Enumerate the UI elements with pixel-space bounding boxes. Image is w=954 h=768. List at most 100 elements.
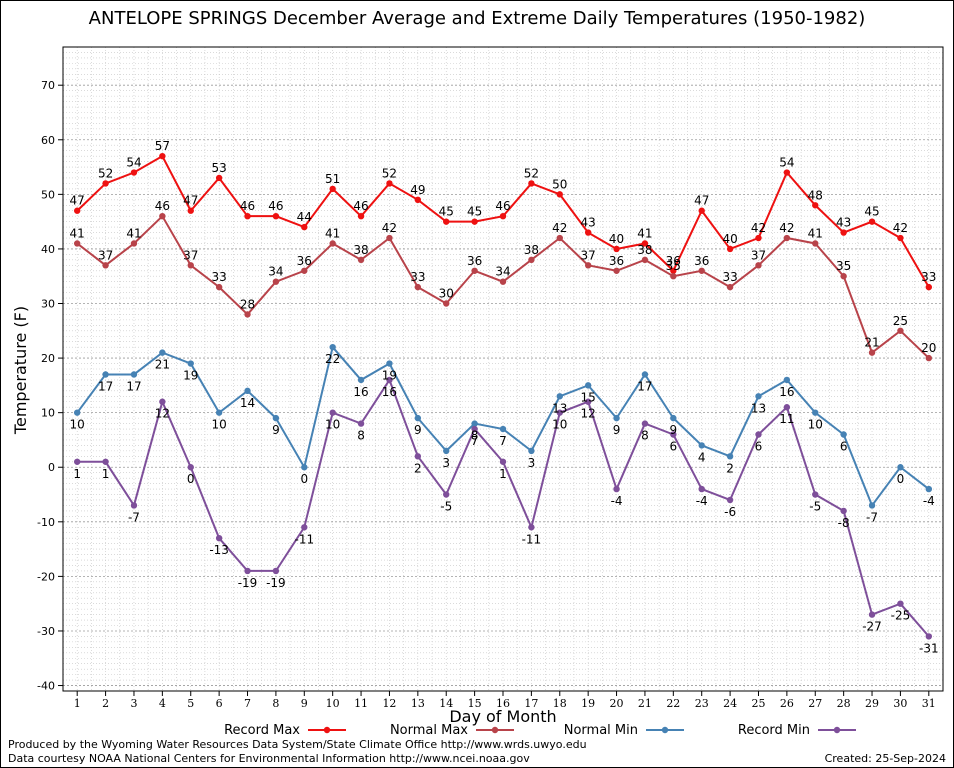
- normal-min-data-label: -4: [923, 494, 935, 508]
- normal-min-data-label: 3: [528, 456, 536, 470]
- record-max-data-label: 47: [694, 194, 709, 208]
- record-min-point: [443, 491, 450, 498]
- normal-min-point: [783, 376, 791, 384]
- normal-min-data-label: 9: [670, 423, 678, 437]
- normal-max-point: [868, 349, 876, 356]
- record-min-point: [329, 409, 336, 416]
- normal-min-data-label: 22: [325, 352, 340, 366]
- normal-max-point: [159, 212, 166, 220]
- normal-min-data-label: 6: [840, 439, 848, 453]
- y-tick-label: 20: [41, 352, 55, 365]
- record-max-data-label: 44: [297, 210, 312, 224]
- normal-min-point: [130, 371, 138, 378]
- normal-max-point: [272, 278, 280, 285]
- normal-min-point: [670, 414, 677, 422]
- record-min-point: [613, 485, 620, 493]
- record-max-data-label: 46: [268, 199, 283, 213]
- normal-max-data-label: 34: [268, 265, 283, 279]
- record-max-point: [925, 283, 933, 291]
- x-tick-label: 1: [74, 697, 81, 710]
- normal-max-point: [386, 234, 393, 242]
- x-tick-label: 28: [837, 697, 851, 710]
- x-tick-label: 11: [354, 697, 368, 710]
- record-min-point: [726, 496, 734, 504]
- normal-min-point: [812, 409, 819, 416]
- record-min-point: [755, 431, 762, 438]
- normal-max-data-label: 42: [779, 221, 794, 235]
- record-min-data-label: 11: [779, 412, 794, 426]
- legend-label-normal-min: Normal Min: [564, 723, 638, 738]
- record-max-data-label: 33: [921, 270, 936, 284]
- record-min-point: [499, 458, 507, 465]
- normal-max-point: [443, 300, 450, 307]
- record-min-data-label: -4: [696, 494, 708, 508]
- normal-max-data-label: 38: [353, 243, 368, 257]
- y-tick-label: 0: [48, 461, 55, 474]
- x-tick-label: 31: [922, 697, 936, 710]
- normal-min-data-label: 16: [353, 385, 368, 399]
- x-tick-label: 27: [808, 697, 822, 710]
- record-max-point: [357, 212, 365, 220]
- y-tick-label: 50: [41, 188, 55, 201]
- record-max-data-label: 42: [893, 221, 908, 235]
- x-tick-label: 9: [301, 697, 308, 710]
- record-min-data-label: -6: [724, 505, 736, 519]
- normal-min-point: [272, 414, 280, 422]
- record-max-point: [443, 218, 450, 225]
- x-tick-label: 30: [893, 697, 907, 710]
- normal-min-point: [556, 393, 563, 400]
- record-max-data-label: 54: [779, 156, 794, 170]
- record-max-point: [556, 191, 563, 198]
- record-min-data-label: -4: [611, 494, 623, 508]
- normal-min-data-label: 0: [897, 472, 905, 486]
- normal-min-data-label: 0: [300, 472, 308, 486]
- normal-min-data-label: 2: [726, 461, 734, 475]
- x-tick-label: 13: [411, 697, 425, 710]
- y-tick-label: -20: [37, 570, 55, 583]
- normal-max-data-label: 36: [609, 254, 624, 268]
- record-max-point: [244, 212, 251, 220]
- record-max-data-label: 48: [808, 188, 823, 202]
- record-max-point: [755, 234, 762, 242]
- record-min-data-label: 6: [670, 439, 678, 453]
- record-max-data-label: 41: [637, 226, 652, 240]
- normal-max-data-label: 20: [921, 341, 936, 355]
- record-min-point: [840, 507, 847, 515]
- record-max-point: [471, 218, 478, 225]
- record-min-data-label: -27: [862, 620, 882, 634]
- normal-min-point: [301, 464, 308, 471]
- record-max-data-label: 46: [495, 199, 510, 213]
- record-min-data-label: 12: [155, 407, 170, 421]
- y-axis-title: Temperature (F): [11, 306, 30, 435]
- record-min-data-label: -11: [522, 532, 542, 546]
- record-max-data-label: 57: [155, 139, 170, 153]
- x-tick-label: 6: [216, 697, 223, 710]
- normal-max-data-label: 37: [183, 248, 198, 262]
- normal-min-point: [641, 371, 649, 378]
- record-max-data-label: 46: [240, 199, 255, 213]
- normal-max-point: [897, 327, 904, 334]
- normal-min-data-label: 15: [581, 390, 596, 404]
- x-tick-label: 19: [581, 697, 595, 710]
- normal-min-point: [613, 414, 620, 422]
- record-max-point: [215, 174, 223, 182]
- normal-min-data-label: 17: [98, 379, 113, 393]
- legend-marker-record-max: [323, 726, 331, 734]
- record-min-point: [414, 453, 422, 460]
- normal-min-data-label: 3: [442, 456, 450, 470]
- record-max-data-label: 45: [439, 205, 454, 219]
- normal-max-point: [698, 267, 705, 274]
- record-max-point: [868, 218, 876, 225]
- normal-min-data-label: 19: [382, 369, 397, 383]
- x-tick-label: 16: [496, 697, 510, 710]
- normal-min-point: [698, 442, 705, 449]
- normal-max-data-label: 37: [581, 248, 596, 262]
- record-min-point: [301, 524, 308, 531]
- x-axis-title: Day of Month: [449, 707, 556, 726]
- normal-max-data-label: 33: [410, 270, 425, 284]
- record-min-point: [159, 398, 166, 405]
- record-max-point: [499, 212, 507, 220]
- normal-max-data-label: 34: [495, 265, 510, 279]
